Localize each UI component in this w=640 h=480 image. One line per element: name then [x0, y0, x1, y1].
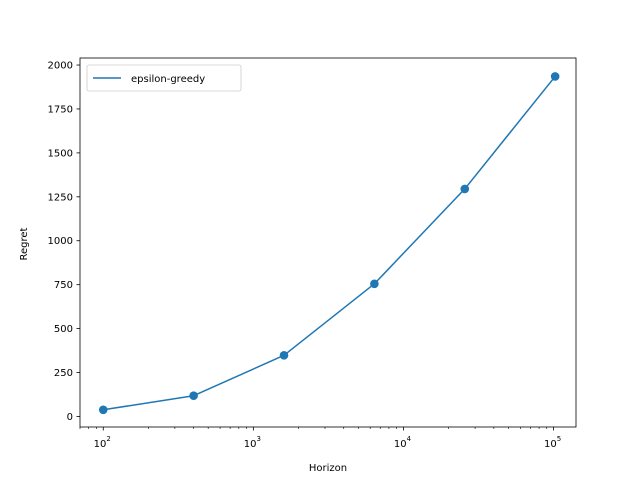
y-tick-label: 1250 — [48, 192, 73, 203]
legend-label-epsilon-greedy: epsilon-greedy — [131, 74, 205, 85]
x-tick-label: 103 — [244, 435, 261, 450]
y-ticks: 0 250 500 750 1000 1250 1500 1750 2000 — [48, 61, 80, 423]
plot-frame — [79, 57, 577, 428]
x-tick-label: 105 — [544, 435, 561, 450]
x-tick-label: 102 — [94, 435, 111, 450]
data-point — [370, 279, 379, 289]
y-tick-label: 1500 — [48, 148, 73, 159]
x-major-ticks: 102 103 104 105 — [94, 427, 561, 450]
x-axis-label: Horizon — [309, 463, 347, 474]
y-tick-label: 0 — [67, 412, 73, 423]
y-tick-label: 1750 — [48, 104, 73, 115]
data-point — [189, 391, 198, 401]
y-tick-label: 500 — [54, 324, 73, 335]
legend-box — [86, 64, 242, 92]
data-point — [279, 351, 289, 360]
series-layer — [98, 72, 560, 415]
y-axis-label: Regret — [19, 227, 30, 260]
y-tick-label: 250 — [54, 368, 73, 379]
legend: epsilon-greedy — [86, 64, 242, 92]
data-point — [460, 184, 470, 194]
y-tick-label: 2000 — [48, 61, 73, 72]
data-point — [550, 72, 560, 81]
x-tick-label: 104 — [394, 435, 412, 450]
y-tick-label: 1000 — [48, 236, 73, 247]
data-point — [98, 405, 108, 415]
series-line-epsilon-greedy — [103, 75, 556, 411]
y-tick-label: 750 — [54, 280, 73, 291]
